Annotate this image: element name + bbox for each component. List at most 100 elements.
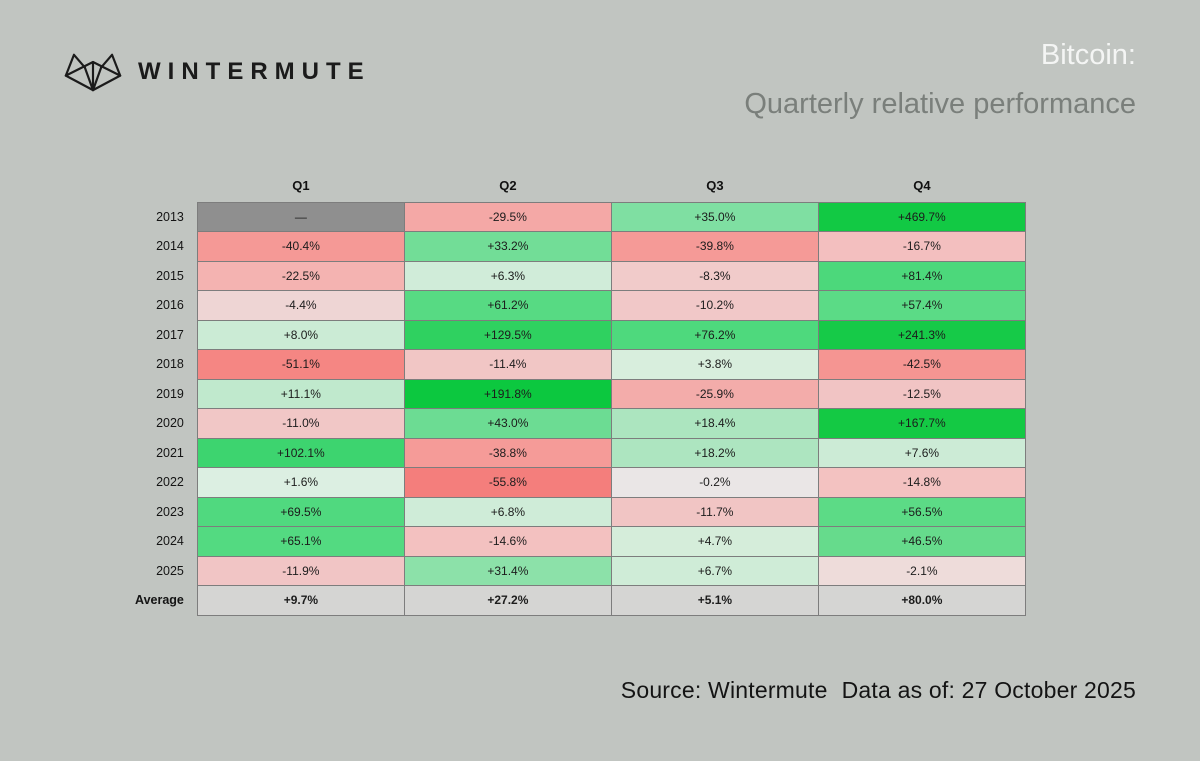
heatmap-cell: -10.2% [610, 290, 819, 321]
heatmap-cell: -11.9% [196, 555, 405, 586]
table-row: 2020 -11.0% +43.0% +18.4% +167.7% [135, 408, 1026, 439]
heatmap-cell: -11.0% [196, 408, 405, 439]
table-row: 2018 -51.1% -11.4% +3.8% -42.5% [135, 349, 1026, 380]
table-row: 2022 +1.6% -55.8% -0.2% -14.8% [135, 467, 1026, 498]
data-as-of-label: Data as of: 27 October 2025 [841, 677, 1136, 703]
heatmap-cell: -0.2% [610, 467, 819, 498]
heatmap-cell: +5.1% [610, 585, 819, 616]
chart-title-block: Bitcoin: Quarterly relative performance [744, 38, 1136, 122]
heatmap-cell: +241.3% [817, 319, 1026, 350]
heatmap-cell: +43.0% [403, 408, 612, 439]
source-label: Source: Wintermute [620, 677, 828, 703]
chart-title: Bitcoin: [1040, 39, 1136, 71]
chart-subtitle: Quarterly relative performance [744, 87, 1136, 120]
heatmap-cell: +469.7% [817, 201, 1026, 232]
heatmap-cell: +57.4% [817, 290, 1026, 321]
table-row: 2017 +8.0% +129.5% +76.2% +241.3% [135, 319, 1026, 350]
row-label: 2025 [156, 563, 184, 578]
table-body: 2013 — -29.5% +35.0% +469.7% 2014 -40.4% +33.2%… [135, 201, 1026, 616]
row-label: 2013 [156, 209, 184, 224]
column-header: Q2 [499, 178, 517, 194]
table-row: 2024 +65.1% -14.6% +4.7% +46.5% [135, 526, 1026, 557]
heatmap-cell: +69.5% [196, 496, 405, 527]
table-row: 2023 +69.5% +6.8% -11.7% +56.5% [135, 496, 1026, 527]
heatmap-cell: +3.8% [610, 349, 819, 380]
heatmap-cell: -16.7% [817, 231, 1026, 262]
row-label: 2018 [156, 357, 184, 372]
heatmap-cell: -22.5% [196, 260, 405, 291]
heatmap-cell: +4.7% [610, 526, 819, 557]
heatmap-cell: — [196, 201, 405, 232]
heatmap-cell: -14.6% [403, 526, 612, 557]
brand-name: WINTERMUTE [138, 58, 371, 85]
heatmap-cell: +6.3% [403, 260, 612, 291]
table-row: 2025 -11.9% +31.4% +6.7% -2.1% [135, 555, 1026, 586]
source-line: Source: Wintermute Data as of: 27 Octobe… [621, 677, 1136, 704]
brand-header: WINTERMUTE [64, 48, 371, 96]
heatmap-cell: +191.8% [403, 378, 612, 409]
row-label: 2017 [156, 327, 184, 342]
heatmap-cell: -14.8% [817, 467, 1026, 498]
heatmap-cell: +56.5% [817, 496, 1026, 527]
heatmap-cell: +8.0% [196, 319, 405, 350]
heatmap-cell: +18.4% [610, 408, 819, 439]
heatmap-cell: +7.6% [817, 437, 1026, 468]
heatmap-cell: -51.1% [196, 349, 405, 380]
row-label: 2019 [156, 386, 184, 401]
table-header-row: Q1 Q2 Q3 Q4 [135, 170, 1025, 202]
heatmap-cell: +31.4% [403, 555, 612, 586]
row-label: 2024 [156, 534, 184, 549]
heatmap-cell: +6.7% [610, 555, 819, 586]
heatmap-cell: -4.4% [196, 290, 405, 321]
heatmap-cell: +33.2% [403, 231, 612, 262]
table-row: Average +9.7% +27.2% +5.1% +80.0% [135, 585, 1026, 616]
heatmap-cell: -55.8% [403, 467, 612, 498]
heatmap-cell: -11.4% [403, 349, 612, 380]
heatmap-cell: +81.4% [817, 260, 1026, 291]
row-label: 2020 [156, 416, 184, 431]
row-label: 2022 [156, 475, 184, 490]
row-label: 2015 [156, 268, 184, 283]
heatmap-cell: +27.2% [403, 585, 612, 616]
heatmap-container: Q1 Q2 Q3 Q4 2013 — -29.5% +35.0% +469.7% 2014 -40… [135, 170, 1026, 616]
table-row: 2015 -22.5% +6.3% -8.3% +81.4% [135, 260, 1026, 291]
heatmap-cell: +11.1% [196, 378, 405, 409]
heatmap-cell: +65.1% [196, 526, 405, 557]
heatmap-cell: -12.5% [817, 378, 1026, 409]
heatmap-cell: -42.5% [817, 349, 1026, 380]
heatmap-cell: -39.8% [610, 231, 819, 262]
heatmap-cell: +76.2% [610, 319, 819, 350]
heatmap-cell: +167.7% [817, 408, 1026, 439]
heatmap-cell: -38.8% [403, 437, 612, 468]
heatmap-cell: +61.2% [403, 290, 612, 321]
corner-cell [135, 170, 197, 202]
wintermute-fox-logo-icon [64, 48, 122, 96]
row-label: 2023 [156, 504, 184, 519]
heatmap-cell: +35.0% [610, 201, 819, 232]
heatmap-cell: +129.5% [403, 319, 612, 350]
heatmap-cell: +80.0% [817, 585, 1026, 616]
table-row: 2021 +102.1% -38.8% +18.2% +7.6% [135, 437, 1026, 468]
table-row: 2016 -4.4% +61.2% -10.2% +57.4% [135, 290, 1026, 321]
heatmap-cell: -8.3% [610, 260, 819, 291]
performance-table: Q1 Q2 Q3 Q4 2013 — -29.5% +35.0% +469.7% 2014 -40… [135, 170, 1026, 616]
heatmap-cell: +18.2% [610, 437, 819, 468]
heatmap-cell: +46.5% [817, 526, 1026, 557]
heatmap-cell: -40.4% [196, 231, 405, 262]
column-header: Q1 [292, 178, 310, 194]
row-label: 2014 [156, 239, 184, 254]
heatmap-cell: +1.6% [196, 467, 405, 498]
heatmap-cell: -11.7% [610, 496, 819, 527]
heatmap-cell: +102.1% [196, 437, 405, 468]
table-row: 2019 +11.1% +191.8% -25.9% -12.5% [135, 378, 1026, 409]
row-label: 2021 [156, 445, 184, 460]
heatmap-cell: +6.8% [403, 496, 612, 527]
table-row: 2013 — -29.5% +35.0% +469.7% [135, 201, 1026, 232]
heatmap-cell: -2.1% [817, 555, 1026, 586]
heatmap-cell: -25.9% [610, 378, 819, 409]
column-header: Q4 [913, 178, 931, 194]
column-header: Q3 [706, 178, 724, 194]
table-row: 2014 -40.4% +33.2% -39.8% -16.7% [135, 231, 1026, 262]
heatmap-cell: +9.7% [196, 585, 405, 616]
